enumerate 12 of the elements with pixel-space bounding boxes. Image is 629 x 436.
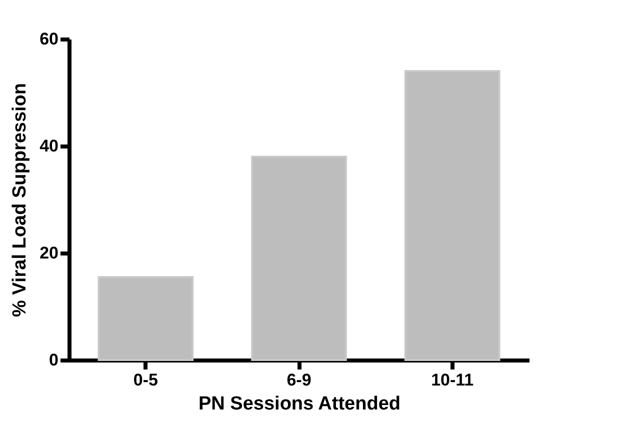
bar — [251, 156, 347, 361]
y-tick-label: 20 — [40, 244, 58, 262]
y-tick-label: 60 — [40, 30, 58, 48]
x-tick-label: 0-5 — [133, 370, 158, 390]
x-tick-label: 6-9 — [286, 370, 312, 390]
bar — [404, 70, 500, 361]
bar — [98, 276, 194, 361]
x-axis-title: PN Sessions Attended — [198, 394, 401, 414]
y-tick-label: 40 — [40, 136, 58, 156]
y-axis-title: % Viral Load Suppression — [10, 82, 31, 318]
x-tick-label: 10-11 — [431, 370, 474, 390]
y-tick-label: 0 — [49, 350, 58, 370]
